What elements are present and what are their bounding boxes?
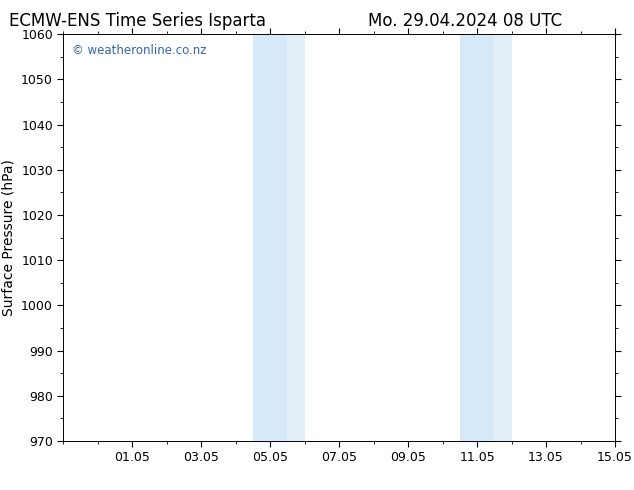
Bar: [460, 34, 495, 441]
Text: Mo. 29.04.2024 08 UTC: Mo. 29.04.2024 08 UTC: [368, 12, 562, 30]
Bar: [253, 34, 287, 441]
Text: ECMW-ENS Time Series Isparta: ECMW-ENS Time Series Isparta: [10, 12, 266, 30]
Bar: [287, 34, 305, 441]
Bar: [495, 34, 512, 441]
Text: © weatheronline.co.nz: © weatheronline.co.nz: [72, 45, 206, 57]
Y-axis label: Surface Pressure (hPa): Surface Pressure (hPa): [1, 159, 16, 316]
